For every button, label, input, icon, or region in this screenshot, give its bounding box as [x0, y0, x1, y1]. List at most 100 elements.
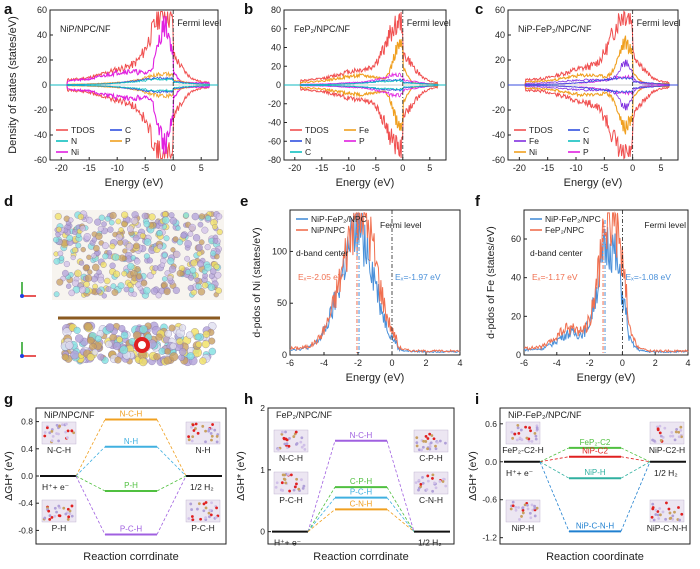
atom — [515, 438, 519, 442]
atom — [190, 508, 194, 511]
atom — [207, 427, 211, 431]
atom — [83, 233, 92, 241]
connector — [386, 497, 415, 532]
atom — [288, 489, 292, 493]
atom — [86, 254, 92, 260]
atom — [285, 442, 289, 446]
atom — [283, 473, 287, 477]
atom — [172, 286, 180, 294]
atom — [198, 239, 205, 246]
atom — [55, 423, 59, 427]
atom — [56, 278, 64, 286]
atom — [86, 216, 93, 224]
atom — [168, 212, 175, 219]
atom — [45, 426, 49, 430]
atom — [83, 281, 90, 288]
atom — [302, 484, 306, 488]
atom — [55, 510, 58, 514]
atom — [511, 436, 515, 440]
atom — [669, 434, 672, 438]
atom — [63, 260, 70, 268]
atom — [74, 269, 82, 278]
atom — [70, 429, 74, 433]
structure-label: C-P-H — [419, 453, 443, 463]
dos-curve-down — [508, 84, 678, 111]
atom — [97, 225, 104, 232]
atom — [421, 445, 425, 449]
atom — [75, 334, 84, 343]
atom — [303, 447, 307, 451]
atom — [57, 250, 64, 257]
atom — [659, 434, 663, 438]
atom — [70, 254, 76, 261]
panel-letter-g: g — [4, 391, 13, 408]
dos-curve-up — [284, 79, 446, 86]
atom — [280, 432, 284, 436]
atom — [162, 216, 170, 224]
atom — [96, 269, 102, 275]
atom — [293, 485, 297, 489]
atom — [528, 511, 532, 515]
atom — [148, 213, 156, 221]
atom — [657, 517, 661, 520]
connector — [386, 509, 415, 532]
atom — [138, 357, 148, 367]
connector — [75, 475, 106, 492]
atom — [216, 228, 223, 236]
legend-entry: N — [583, 136, 589, 146]
structure-thumbnail — [505, 421, 541, 445]
atom — [677, 506, 680, 509]
atom — [659, 513, 662, 517]
atom — [429, 441, 433, 445]
atom — [172, 236, 179, 243]
x-tick-label: -2 — [354, 358, 362, 368]
atom — [78, 260, 85, 266]
atom — [105, 323, 115, 332]
x-axis-label: Reaction corrdinate — [313, 551, 408, 563]
atom — [210, 434, 214, 438]
atom — [530, 503, 534, 507]
atom — [176, 338, 184, 345]
y-tick-label: 40 — [495, 30, 505, 40]
atom — [105, 340, 113, 348]
atom — [70, 514, 74, 518]
fermi-level-label: Fermi level — [644, 220, 686, 230]
atom — [212, 238, 219, 244]
atom — [168, 265, 177, 273]
atom — [207, 283, 216, 291]
atom — [280, 481, 284, 485]
y-tick-label: 40 — [511, 273, 521, 283]
atom — [80, 246, 86, 253]
atom — [511, 500, 515, 504]
atom — [204, 263, 212, 272]
atom — [79, 225, 86, 232]
x-tick-label: -15 — [83, 163, 96, 173]
atom — [191, 423, 195, 427]
pdos-curve — [523, 227, 689, 354]
legend-entry: C — [583, 125, 589, 135]
x-axis-label: Energy (eV) — [336, 177, 395, 189]
atom — [136, 273, 142, 280]
atom — [292, 488, 296, 492]
x-axis-label: Reaction coordinate — [546, 551, 644, 563]
atom — [186, 331, 194, 339]
atom — [93, 244, 100, 252]
atom — [285, 438, 289, 442]
atom — [53, 506, 57, 510]
atom — [667, 507, 671, 511]
atom — [84, 274, 93, 282]
atom — [533, 506, 537, 510]
atom — [153, 353, 161, 361]
atom — [280, 430, 284, 434]
x-tick-label: -20 — [513, 163, 526, 173]
panel-title: NiP-FeP₂/NPC/NF — [518, 24, 592, 34]
atom — [72, 431, 76, 435]
atom — [66, 507, 70, 511]
atom — [195, 283, 202, 290]
x-tick-label: 4 — [685, 358, 690, 368]
atom — [208, 515, 211, 519]
level-label: P-H — [124, 481, 138, 490]
atom — [214, 271, 222, 279]
atom — [210, 268, 217, 275]
legend-entry: TDOS — [529, 125, 553, 135]
